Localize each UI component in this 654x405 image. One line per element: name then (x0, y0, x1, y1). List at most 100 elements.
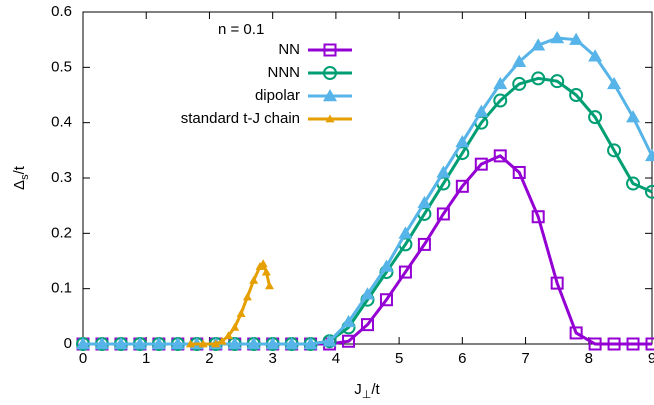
y-tick-label: 0.4 (51, 114, 72, 131)
y-tick-label: 0 (64, 335, 72, 352)
y-tick-label: 0.5 (51, 58, 72, 75)
marker (217, 336, 227, 345)
x-tick-label: 5 (395, 350, 403, 367)
label-part: Δ (11, 180, 28, 190)
marker (645, 148, 654, 162)
marker (436, 165, 451, 178)
marker (223, 331, 233, 340)
x-axis-label: J⊥/t (354, 381, 380, 401)
label-part: J (354, 381, 362, 398)
marker (607, 143, 622, 158)
marker (474, 157, 488, 171)
label-part: /t (371, 381, 380, 398)
marker (185, 339, 195, 348)
marker (360, 287, 375, 300)
marker (342, 334, 356, 348)
marker (493, 149, 507, 163)
marker (474, 104, 489, 117)
marker (588, 337, 602, 351)
y-tick-label: 0.6 (51, 3, 72, 20)
x-tick-label: 0 (79, 350, 87, 367)
marker (361, 318, 374, 332)
x-tick-label: 1 (142, 350, 150, 367)
legend-label: NNN (268, 64, 301, 81)
marker (512, 165, 526, 179)
marker (227, 337, 242, 350)
marker (265, 281, 275, 290)
marker (322, 334, 337, 347)
marker (531, 210, 545, 224)
marker (242, 292, 252, 301)
x-tick-label: 2 (205, 350, 213, 367)
marker (550, 74, 565, 89)
marker (569, 88, 584, 102)
y-tick-label: 0.1 (51, 280, 72, 297)
marker (236, 309, 246, 317)
marker (417, 237, 431, 251)
marker (493, 76, 508, 90)
marker (569, 32, 584, 45)
legend-label: dipolar (255, 87, 300, 104)
marker (645, 337, 654, 351)
marker (198, 339, 208, 348)
legend-label: standard t-J chain (181, 110, 300, 127)
series-line (83, 154, 652, 346)
marker (379, 293, 393, 307)
marker (113, 337, 128, 350)
marker (626, 337, 640, 351)
x-tick-label: 9 (648, 350, 654, 367)
marker (569, 326, 583, 340)
marker (261, 267, 271, 276)
label-part: /t (11, 165, 28, 174)
y-tick-label: 0.2 (51, 224, 72, 241)
marker (284, 337, 299, 350)
marker (607, 76, 622, 90)
label-sub: ⊥ (362, 389, 372, 401)
marker (151, 337, 166, 350)
marker (512, 76, 527, 91)
marker (265, 337, 280, 350)
marker (436, 207, 450, 221)
marker (588, 49, 603, 62)
marker (512, 54, 527, 68)
marker (230, 322, 240, 331)
marker (607, 337, 621, 351)
legend-label: NN (278, 41, 300, 58)
marker (323, 43, 337, 57)
marker (550, 276, 564, 290)
marker (303, 337, 318, 350)
x-tick-label: 6 (458, 350, 466, 367)
x-tick-label: 8 (585, 350, 593, 367)
annotation: n = 0.1 (218, 21, 264, 38)
label-sub: s (19, 174, 31, 180)
marker (645, 184, 654, 199)
y-tick-label: 0.3 (51, 169, 72, 186)
marker (417, 195, 432, 209)
marker (531, 71, 546, 86)
marker (455, 135, 470, 148)
marker (76, 337, 90, 350)
series-line (190, 261, 271, 346)
marker (246, 337, 261, 350)
x-tick-label: 7 (521, 350, 529, 367)
marker (531, 38, 546, 51)
marker (132, 337, 147, 350)
y-axis-label: Δs/t (11, 165, 31, 190)
marker (170, 337, 185, 350)
marker (325, 114, 335, 123)
marker (398, 226, 413, 239)
marker (258, 259, 268, 268)
marker (550, 31, 565, 44)
marker (249, 275, 259, 284)
marker (211, 339, 221, 348)
x-tick-label: 4 (332, 350, 340, 367)
marker (398, 265, 412, 279)
marker (493, 93, 508, 108)
marker (588, 110, 603, 125)
marker (455, 179, 469, 193)
marker (323, 89, 337, 102)
marker (323, 66, 337, 80)
marker (341, 314, 356, 328)
marker (94, 337, 109, 350)
